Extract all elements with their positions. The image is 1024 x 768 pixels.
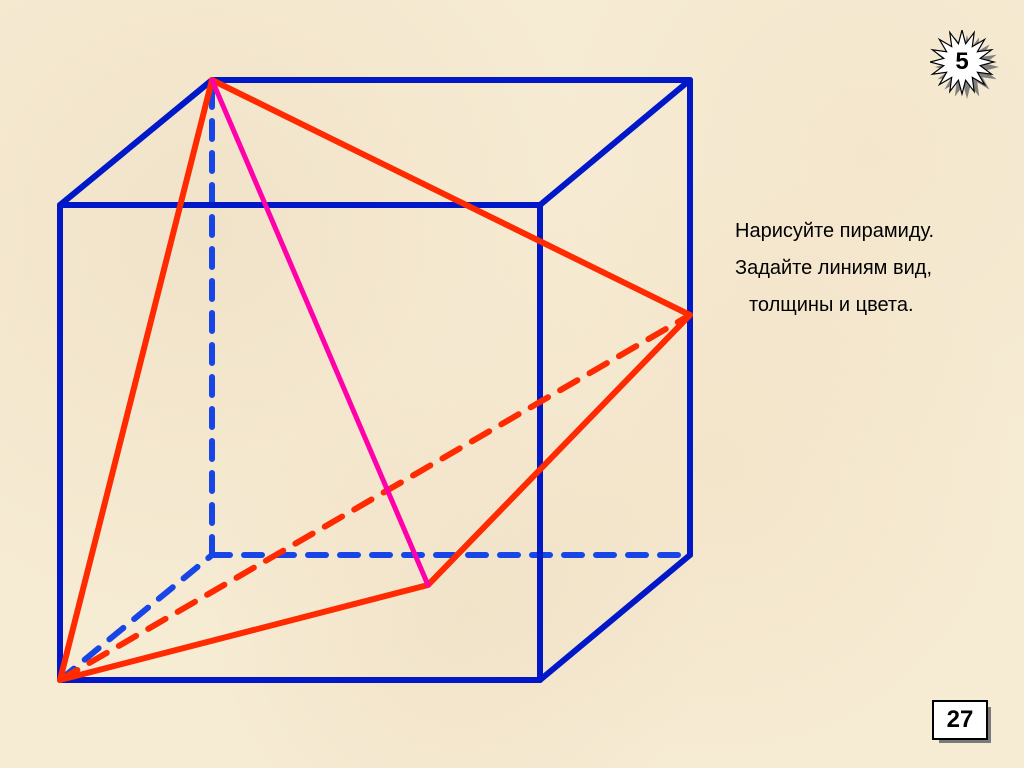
instruction-line: толщины и цвета. <box>735 294 934 317</box>
score-starburst-badge: 5 <box>930 30 994 94</box>
diagram-canvas <box>0 0 1024 768</box>
instruction-text: Нарисуйте пирамиду. Задайте линиям вид, то… <box>735 220 934 317</box>
page-number-label: 27 <box>932 700 988 740</box>
score-label: 5 <box>930 30 994 94</box>
page-number-badge: 27 <box>932 700 998 750</box>
instruction-line: Задайте линиям вид, <box>735 257 934 280</box>
instruction-line: Нарисуйте пирамиду. <box>735 220 934 243</box>
